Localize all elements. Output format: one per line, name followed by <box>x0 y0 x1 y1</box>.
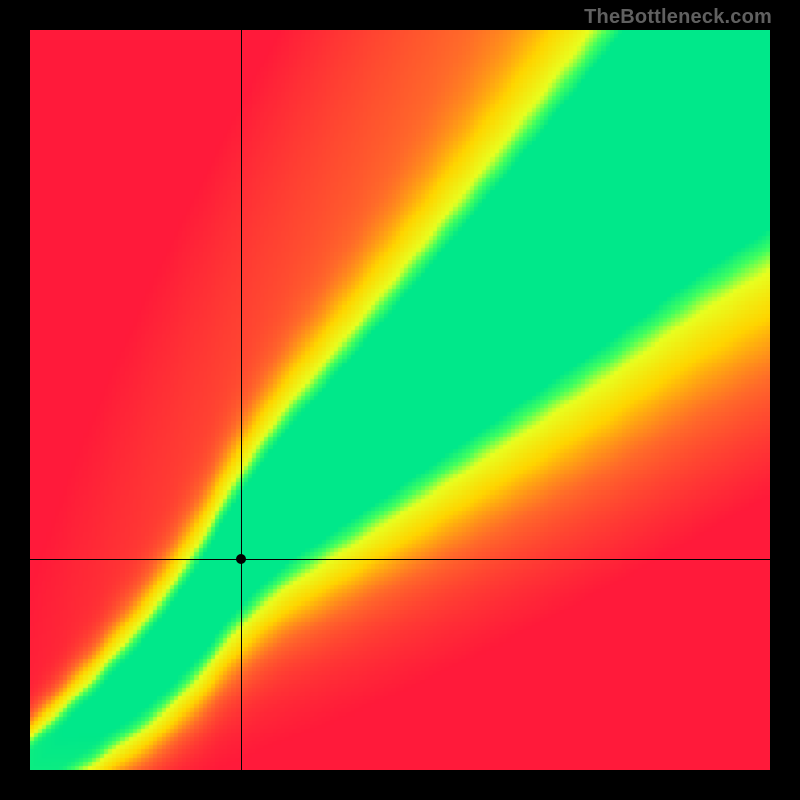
viewport: TheBottleneck.com <box>0 0 800 800</box>
heatmap-canvas <box>30 30 770 770</box>
attribution-text: TheBottleneck.com <box>584 6 772 29</box>
bottleneck-heatmap[interactable] <box>30 30 770 770</box>
